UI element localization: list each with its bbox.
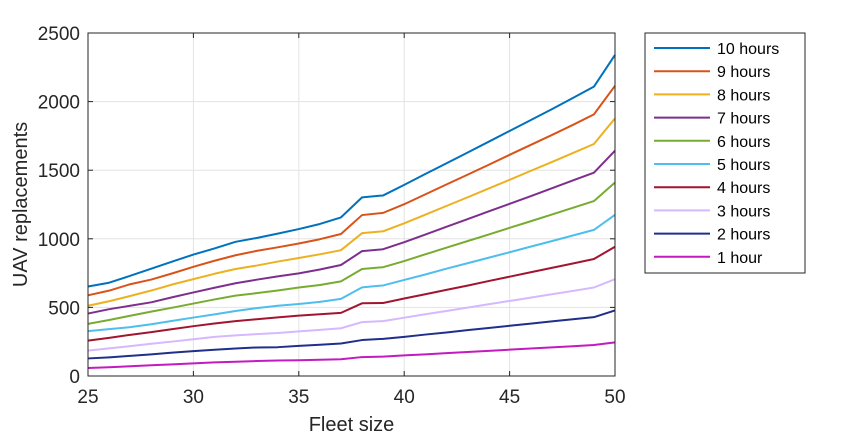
legend-label: 6 hours	[717, 134, 770, 151]
x-tick-label: 25	[77, 387, 98, 408]
series-line	[87, 309, 616, 360]
legend-label: 10 hours	[717, 41, 779, 58]
series-line	[87, 117, 616, 307]
y-tick-label: 1500	[38, 161, 80, 182]
series-line	[87, 85, 616, 297]
legend: 10 hours 9 hours 8 hours 7 hours 6 hours 5 ho…	[644, 32, 806, 274]
legend-label: 4 hours	[717, 180, 770, 197]
y-tick-label: 500	[48, 298, 80, 319]
series-line	[87, 278, 616, 352]
y-tick-label: 2000	[38, 93, 80, 114]
legend-label: 5 hours	[717, 157, 770, 174]
series-line	[87, 245, 616, 342]
legend-label: 9 hours	[717, 64, 770, 81]
y-tick-label: 1000	[38, 230, 80, 251]
series-line	[87, 213, 616, 333]
series-line	[87, 54, 616, 288]
x-axis-ticks: 25 30 35 40 45 50	[77, 33, 626, 408]
series-line	[87, 181, 616, 325]
x-tick-label: 40	[394, 387, 415, 408]
series-line	[87, 150, 616, 315]
series-lines	[87, 54, 616, 370]
y-axis-label: UAV replacements	[10, 122, 32, 287]
legend-label: 7 hours	[717, 111, 770, 128]
x-tick-label: 45	[499, 387, 520, 408]
x-axis-label: Fleet size	[309, 414, 395, 436]
x-tick-label: 35	[288, 387, 309, 408]
legend-label: 8 hours	[717, 87, 770, 104]
series-line	[87, 341, 616, 370]
legend-label: 3 hours	[717, 203, 770, 220]
x-tick-label: 50	[604, 387, 625, 408]
x-tick-label: 30	[183, 387, 204, 408]
legend-items: 10 hours 9 hours 8 hours 7 hours 6 hours 5 ho…	[654, 41, 779, 267]
y-tick-label: 0	[69, 367, 80, 388]
axes-box	[87, 32, 616, 377]
y-axis-ticks: 0 500 1000 1500 2000 2500	[38, 24, 615, 388]
y-tick-label: 2500	[38, 24, 80, 45]
legend-label: 2 hours	[717, 227, 770, 244]
legend-label: 1 hour	[717, 250, 763, 267]
